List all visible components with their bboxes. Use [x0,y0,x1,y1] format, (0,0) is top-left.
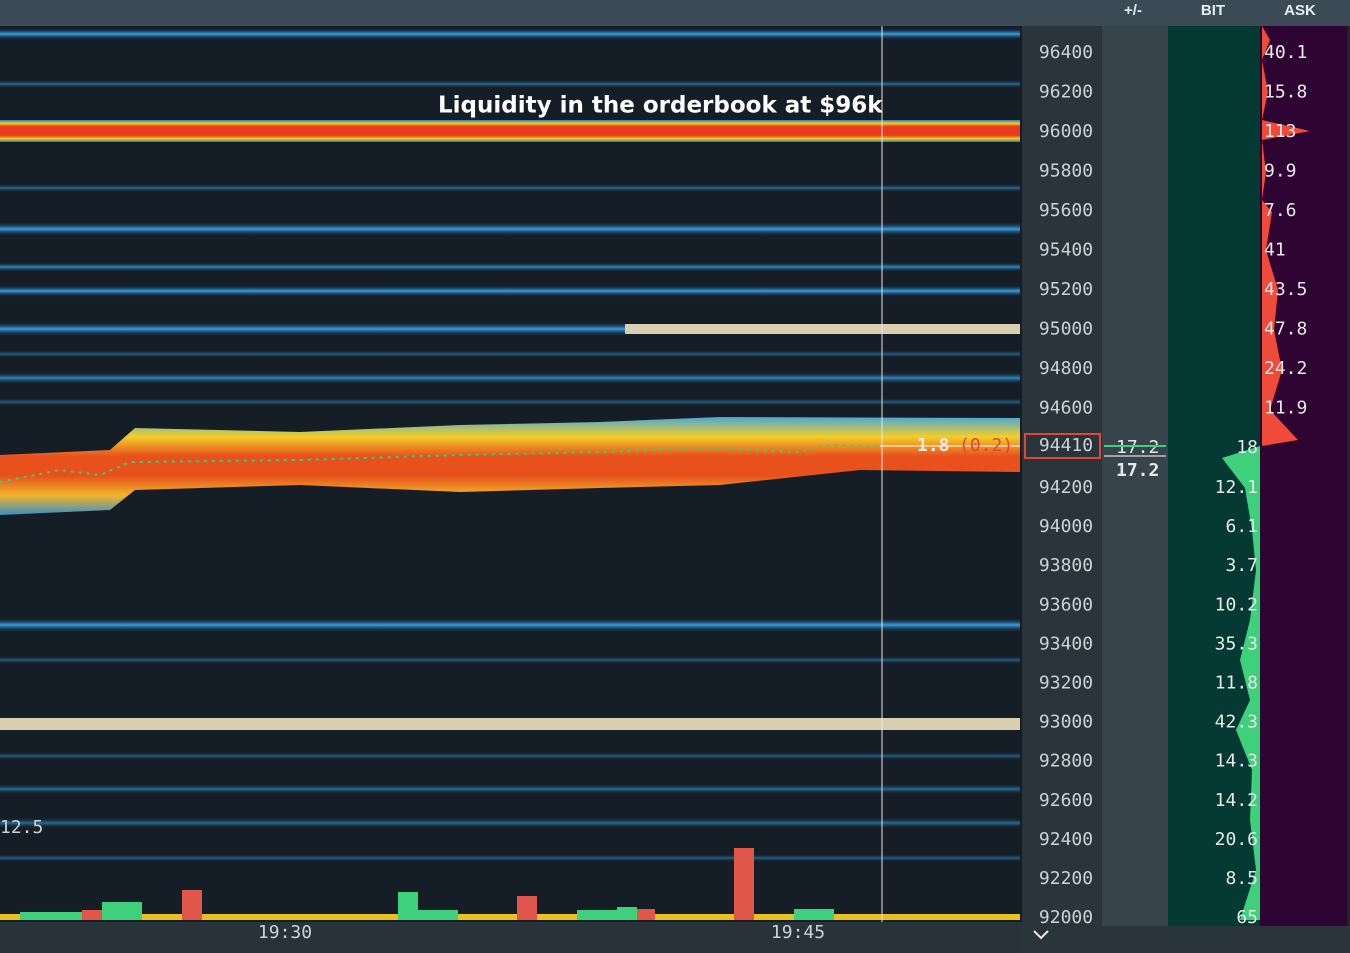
price-label: 93400 [1039,633,1093,654]
bid-size: 12.1 [1215,477,1258,498]
bid-size: 14.3 [1215,751,1258,772]
ask-size: 43.5 [1264,279,1307,300]
bid-size: 6.1 [1225,516,1258,537]
delta-total: 17.2 [1116,460,1159,481]
footer [1022,926,1350,953]
trade-size: 1.8 [917,435,950,456]
time-axis [0,922,1022,953]
price-line [0,443,881,483]
time-label: 19:45 [771,922,825,943]
price-label: 95600 [1039,200,1093,221]
ask-column [1260,26,1347,926]
ladder: 96400 96200 96000 95800 95600 95400 95200 95000… [1039,42,1307,928]
price-label: 92600 [1039,790,1093,811]
bid-size: 35.3 [1215,633,1258,654]
bid-size: 18 [1236,437,1258,458]
ask-size: 113 [1264,121,1297,142]
delta-column [1102,26,1168,926]
price-label: 92000 [1039,907,1093,928]
bid-profile [1222,446,1260,920]
price-label: 94600 [1039,398,1093,419]
price-column [1022,26,1102,926]
price-label: 96200 [1039,82,1093,103]
bid-size: 20.6 [1215,829,1258,850]
annotation: Liquidity in the orderbook at $96k [438,93,883,119]
price-label: 93200 [1039,673,1093,694]
ask-size: 24.2 [1264,358,1307,379]
bid-size: 65 [1236,907,1258,928]
price-label: 92400 [1039,829,1093,850]
bid-size: 42.3 [1215,712,1258,733]
price-label: 95400 [1039,240,1093,261]
bid-size: 11.8 [1215,673,1258,694]
trade-delta: (0.2) [959,435,1013,456]
price-label: 95200 [1039,279,1093,300]
ask-size: 7.6 [1264,200,1297,221]
delta-value: 17.2 [1116,437,1159,458]
ask-size: 40.1 [1264,42,1307,63]
ask-size: 15.8 [1264,82,1307,103]
ask-size: 47.8 [1264,319,1307,340]
price-label: 96400 [1039,42,1093,63]
price-label: 96000 [1039,121,1093,142]
scroll-button[interactable] [1033,930,1049,940]
current-price: 94410 [1039,435,1093,456]
time-label: 19:30 [258,922,312,943]
ask-size: 9.9 [1264,161,1297,182]
bid-size: 10.2 [1215,594,1258,615]
volume-scale-label: 12.5 [0,817,43,838]
price-label: 92200 [1039,868,1093,889]
price-label: 95000 [1039,319,1093,340]
price-label: 94200 [1039,477,1093,498]
bid-size: 14.2 [1215,790,1258,811]
top-bar [0,0,1350,26]
bid-size: 8.5 [1225,868,1258,889]
price-label: 95800 [1039,161,1093,182]
current-price-box [1024,433,1101,459]
ask-size: 41 [1264,240,1286,261]
ask-profile [1262,26,1310,446]
price-label: 93800 [1039,555,1093,576]
column-header[interactable]: ASK [1284,2,1316,19]
price-label: 94000 [1039,516,1093,537]
price-label: 93600 [1039,594,1093,615]
bid-size: 3.7 [1225,555,1258,576]
ask-size: 11.9 [1264,398,1307,419]
liquidity-bands [0,28,1020,862]
column-header[interactable]: BIT [1201,2,1225,19]
price-label: 93000 [1039,712,1093,733]
price-label: 94800 [1039,358,1093,379]
price-band [0,417,1020,515]
volume-bars [0,848,1020,920]
price-label: 92800 [1039,751,1093,772]
column-header[interactable]: +/- [1124,2,1142,19]
